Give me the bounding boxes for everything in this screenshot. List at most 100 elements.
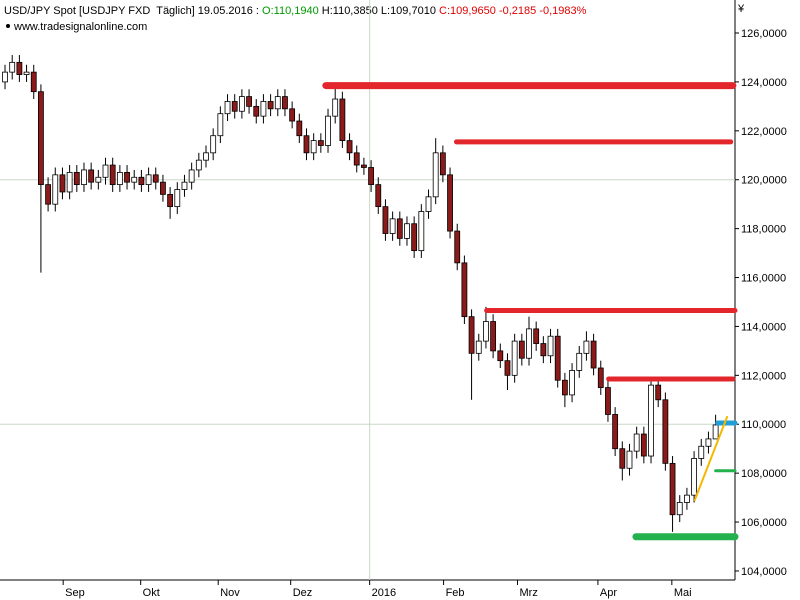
y-tick-label: 112,0000 bbox=[741, 370, 786, 382]
y-tick-label: 120,0000 bbox=[741, 175, 787, 187]
candle-body bbox=[612, 414, 619, 450]
source-bullet bbox=[6, 24, 10, 28]
candle-body bbox=[296, 120, 303, 137]
candle-body bbox=[102, 164, 109, 178]
candle-body bbox=[145, 174, 152, 186]
candle-body bbox=[289, 108, 296, 122]
candle-body bbox=[454, 230, 461, 264]
candle-body bbox=[447, 174, 453, 232]
candle-body bbox=[640, 433, 647, 457]
candle-body bbox=[116, 171, 123, 186]
candle-body bbox=[81, 169, 87, 186]
candle-body bbox=[203, 152, 209, 161]
candle-body bbox=[432, 152, 439, 198]
candle-body bbox=[361, 164, 367, 168]
annotation-line bbox=[693, 415, 729, 502]
candle-body bbox=[561, 379, 568, 396]
candle-body bbox=[346, 140, 353, 154]
candle-body bbox=[224, 101, 231, 115]
x-tick-label: Feb bbox=[446, 587, 465, 599]
x-tick-label: Okt bbox=[143, 587, 160, 599]
candle-body bbox=[2, 71, 8, 83]
candle-body bbox=[619, 448, 626, 469]
header-part: USD/JPY Spot [USDJPY FXD Täglich] 19.05.… bbox=[4, 5, 262, 17]
candle-body bbox=[648, 384, 654, 457]
candle-body bbox=[138, 176, 145, 186]
source-label: www.tradesignalonline.com bbox=[13, 21, 147, 33]
candle-body bbox=[88, 169, 95, 183]
candle-body bbox=[181, 181, 188, 190]
candle-body bbox=[504, 360, 511, 376]
candle-body bbox=[188, 169, 195, 183]
y-tick-label: 106,0000 bbox=[741, 517, 787, 529]
x-tick-label: Nov bbox=[220, 587, 240, 599]
candle-body bbox=[490, 321, 497, 352]
candle-body bbox=[396, 218, 403, 239]
candle-body bbox=[353, 152, 360, 166]
candle-body bbox=[73, 171, 80, 186]
candle-body bbox=[246, 96, 252, 107]
candle-body bbox=[590, 340, 597, 369]
candle-body bbox=[332, 98, 339, 117]
candle-body bbox=[411, 223, 418, 252]
x-tick-label: Apr bbox=[600, 587, 617, 599]
candle-body bbox=[274, 96, 281, 110]
candle-body bbox=[131, 176, 138, 183]
candle-body bbox=[583, 340, 590, 354]
candle-body bbox=[38, 91, 44, 186]
candle-body bbox=[418, 211, 425, 252]
candle-body bbox=[303, 135, 310, 154]
candle-body bbox=[231, 101, 238, 112]
candle-body bbox=[253, 105, 260, 117]
candle-body bbox=[310, 140, 317, 154]
candle-body bbox=[95, 176, 102, 183]
y-tick-label: 126,0000 bbox=[741, 28, 787, 40]
candle-body bbox=[317, 140, 324, 146]
x-tick-label: Dez bbox=[293, 587, 313, 599]
candle-body bbox=[59, 174, 66, 193]
candle-body bbox=[597, 367, 604, 388]
y-tick-label: 114,0000 bbox=[741, 321, 786, 333]
candle-body bbox=[23, 71, 30, 75]
candle-body bbox=[45, 184, 51, 205]
candle-body bbox=[533, 328, 540, 344]
header-part: O:110,1940 bbox=[262, 5, 319, 17]
y-tick-label: 124,0000 bbox=[741, 77, 787, 89]
candle-body bbox=[339, 98, 346, 141]
y-tick-label: 116,0000 bbox=[741, 273, 786, 285]
header-part: C:109,9650 -0,2185 -0,1983% bbox=[439, 5, 587, 17]
x-tick-label: Mai bbox=[674, 587, 692, 599]
candle-body bbox=[526, 328, 532, 359]
candle-body bbox=[174, 189, 181, 208]
x-tick-label: 2016 bbox=[372, 587, 396, 599]
candle-body bbox=[368, 167, 374, 186]
candle-body bbox=[475, 340, 482, 354]
candle-body bbox=[676, 502, 683, 516]
candle-body bbox=[662, 399, 669, 464]
candle-body bbox=[669, 462, 676, 516]
y-tick-label: 118,0000 bbox=[741, 224, 786, 236]
candle-body bbox=[576, 352, 583, 371]
header: USD/JPY Spot [USDJPY FXD Täglich] 19.05.… bbox=[4, 5, 587, 17]
candle-body bbox=[712, 424, 719, 440]
candle-body bbox=[267, 101, 274, 110]
candle-body bbox=[691, 458, 697, 496]
candle-body bbox=[16, 61, 23, 75]
candle-body bbox=[124, 171, 130, 183]
candle-body bbox=[698, 445, 705, 459]
candle-body bbox=[238, 96, 245, 112]
candle-body bbox=[30, 71, 37, 93]
y-tick-label: 110,0000 bbox=[741, 419, 786, 431]
candle-body bbox=[282, 96, 288, 110]
candle-body bbox=[483, 321, 489, 342]
candle-body bbox=[554, 335, 561, 381]
candle-body bbox=[217, 113, 224, 137]
candle-body bbox=[260, 101, 267, 117]
candle-body bbox=[382, 206, 389, 234]
candle-body bbox=[9, 61, 16, 73]
candle-body bbox=[389, 218, 396, 234]
candle-body bbox=[497, 350, 504, 362]
candle-body bbox=[425, 196, 432, 212]
candle-body bbox=[461, 262, 468, 318]
